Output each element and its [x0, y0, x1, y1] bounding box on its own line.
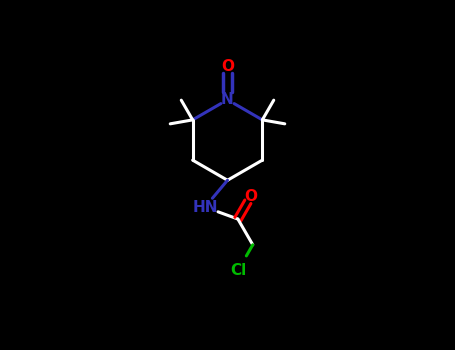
Text: N: N — [221, 92, 234, 107]
Text: Cl: Cl — [230, 263, 246, 278]
Text: O: O — [244, 189, 258, 204]
Text: HN: HN — [192, 199, 218, 215]
Text: O: O — [221, 59, 234, 74]
